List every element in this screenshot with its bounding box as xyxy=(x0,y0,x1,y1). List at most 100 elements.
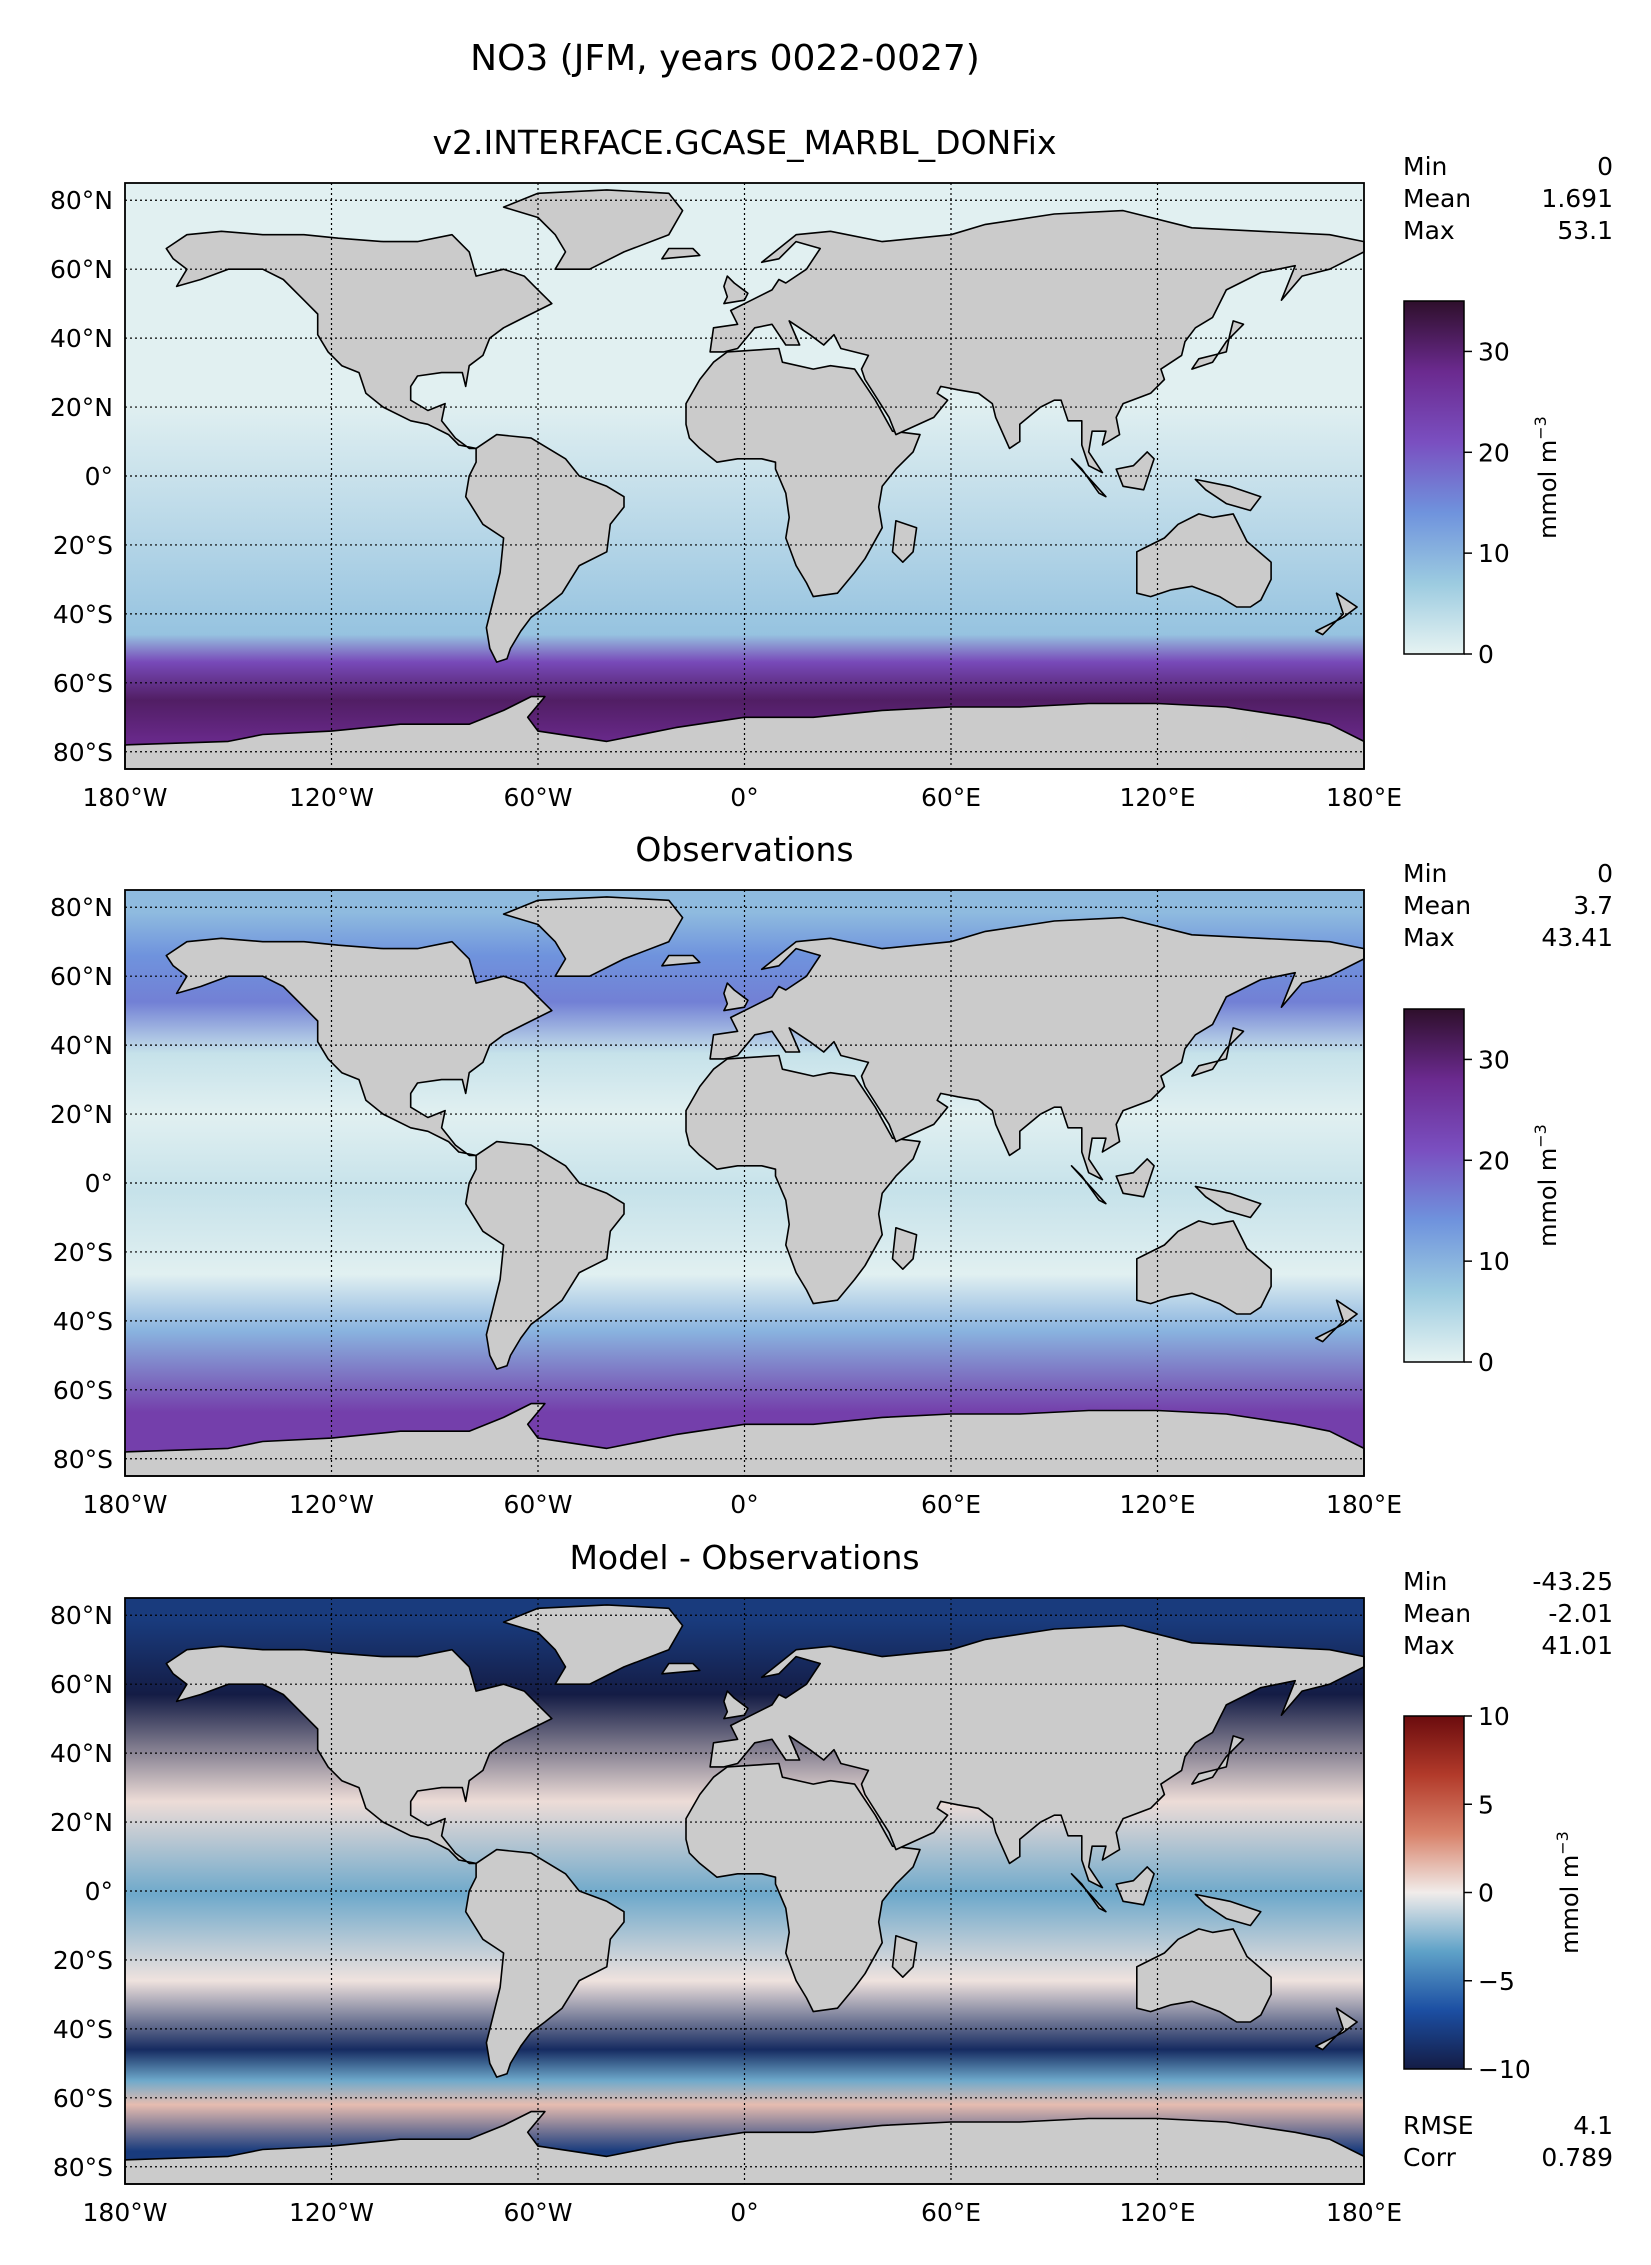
stat-value: 4.1 xyxy=(1573,2111,1613,2140)
y-tick-label: 60°N xyxy=(50,255,113,284)
colorbar-tick-label: 5 xyxy=(1478,1790,1494,1819)
colorbar-label: mmol m−3 xyxy=(1531,1124,1562,1247)
land-polygon xyxy=(1315,2007,1358,2051)
x-tick-label: 60°W xyxy=(503,783,572,812)
y-tick-label: 80°S xyxy=(53,738,113,767)
land-polygon xyxy=(502,189,684,270)
x-tick-label: 60°E xyxy=(921,783,981,812)
colorbar-tick-label: 20 xyxy=(1478,1146,1510,1175)
y-tick-label: 40°N xyxy=(50,1739,113,1768)
y-tick-label: 80°N xyxy=(50,1601,113,1630)
land-polygon xyxy=(1136,513,1272,608)
land-polygon xyxy=(502,1604,684,1685)
y-tick-label: 60°S xyxy=(53,2084,113,2113)
y-tick-label: 60°S xyxy=(53,669,113,698)
gridlines xyxy=(125,1598,1364,2184)
y-tick-label: 40°N xyxy=(50,1031,113,1060)
land-polygon xyxy=(1315,592,1358,636)
x-tick-label: 180°E xyxy=(1326,783,1402,812)
colorbar xyxy=(1403,1008,1465,1363)
stat-value: 0 xyxy=(1597,859,1613,888)
y-tick-label: 60°N xyxy=(50,962,113,991)
land-polygon xyxy=(1194,1185,1262,1219)
land-polygon xyxy=(1136,1220,1272,1315)
land-polygon xyxy=(1191,320,1245,370)
stat-value: 0 xyxy=(1597,152,1613,181)
colorbar-tick-label: 0 xyxy=(1478,640,1494,669)
x-tick-label: 60°E xyxy=(921,1490,981,1519)
land-polygon xyxy=(1070,1165,1107,1205)
land-polygon xyxy=(891,1227,918,1270)
y-tick-label: 40°N xyxy=(50,324,113,353)
colorbar xyxy=(1403,300,1465,655)
land-polygon xyxy=(1070,458,1107,498)
stat-label: Min xyxy=(1403,859,1447,888)
map-frame xyxy=(124,889,1365,1477)
stat-label: Mean xyxy=(1403,1599,1471,1628)
land-polygon xyxy=(661,954,701,967)
map-frame xyxy=(124,182,1365,770)
stat-label: Min xyxy=(1403,1567,1447,1596)
y-tick-label: 80°N xyxy=(50,893,113,922)
panel-model: v2.INTERFACE.GCASE_MARBL_DONFix 180°W 120°… xyxy=(50,123,1613,812)
stat-value: 43.41 xyxy=(1541,923,1613,952)
stat-label: Corr xyxy=(1403,2143,1457,2172)
y-tick-label: 40°S xyxy=(53,1307,113,1336)
land-polygon xyxy=(661,1662,701,1675)
colorbar-tick-label: −5 xyxy=(1478,1967,1515,1996)
y-tick-label: 80°N xyxy=(50,186,113,215)
stat-value: 3.7 xyxy=(1573,891,1613,920)
y-tick-label: 20°N xyxy=(50,1808,113,1837)
y-tick-label: 40°S xyxy=(53,2015,113,2044)
stat-value: -2.01 xyxy=(1548,1599,1613,1628)
colorbar-label: mmol m−3 xyxy=(1531,416,1562,539)
y-tick-label: 20°N xyxy=(50,1100,113,1129)
stat-label: Min xyxy=(1403,152,1447,181)
land-polygon xyxy=(709,209,1365,474)
y-tick-label: 0° xyxy=(85,1877,113,1906)
x-tick-label: 120°W xyxy=(289,2198,374,2227)
stat-label: Mean xyxy=(1403,891,1471,920)
stat-label: Max xyxy=(1403,923,1455,952)
land-polygon xyxy=(1115,451,1155,491)
x-tick-label: 60°W xyxy=(503,2198,572,2227)
stat-label: Max xyxy=(1403,1631,1455,1660)
map-frame xyxy=(124,1597,1365,2185)
x-tick-label: 180°E xyxy=(1326,2198,1402,2227)
land-polygon xyxy=(124,1402,1365,1477)
x-tick-label: 60°W xyxy=(503,1490,572,1519)
land-polygon xyxy=(1136,1928,1272,2023)
colorbar-tick-label: 0 xyxy=(1478,1348,1494,1377)
x-tick-label: 0° xyxy=(730,1490,758,1519)
panel-observations: Observations 180°W 120°W 60°W 0° 60°E 120°E 180… xyxy=(50,830,1613,1519)
panel-title: Observations xyxy=(635,830,853,869)
land-polygon xyxy=(709,1624,1365,1889)
y-tick-label: 60°N xyxy=(50,1670,113,1699)
y-tick-label: 60°S xyxy=(53,1376,113,1405)
land-polygon xyxy=(891,1935,918,1978)
land-polygon xyxy=(1191,1027,1245,1077)
land-polygon xyxy=(1194,1893,1262,1927)
land-polygon xyxy=(1194,478,1262,512)
colorbar-tick-label: 20 xyxy=(1478,438,1510,467)
colorbar-label: mmol m−3 xyxy=(1553,1831,1584,1954)
x-tick-label: 120°W xyxy=(289,783,374,812)
colorbar-tick-label: 0 xyxy=(1478,1879,1494,1908)
land-polygon xyxy=(464,1140,625,1370)
land-polygon xyxy=(1115,1866,1155,1906)
land-masses xyxy=(124,1604,1365,2185)
land-masses xyxy=(124,189,1365,770)
y-tick-label: 0° xyxy=(85,1169,113,1198)
land-polygon xyxy=(1115,1158,1155,1198)
land-polygon xyxy=(709,916,1365,1181)
colorbar-tick-label: 10 xyxy=(1478,539,1510,568)
y-tick-label: 20°S xyxy=(53,1238,113,1267)
land-polygon xyxy=(165,1645,553,1865)
land-polygon xyxy=(502,896,684,977)
gridlines xyxy=(125,183,1364,769)
stat-value: 53.1 xyxy=(1557,216,1613,245)
land-polygon xyxy=(685,347,921,598)
y-tick-label: 20°N xyxy=(50,393,113,422)
panel-title: Model - Observations xyxy=(569,1538,919,1577)
